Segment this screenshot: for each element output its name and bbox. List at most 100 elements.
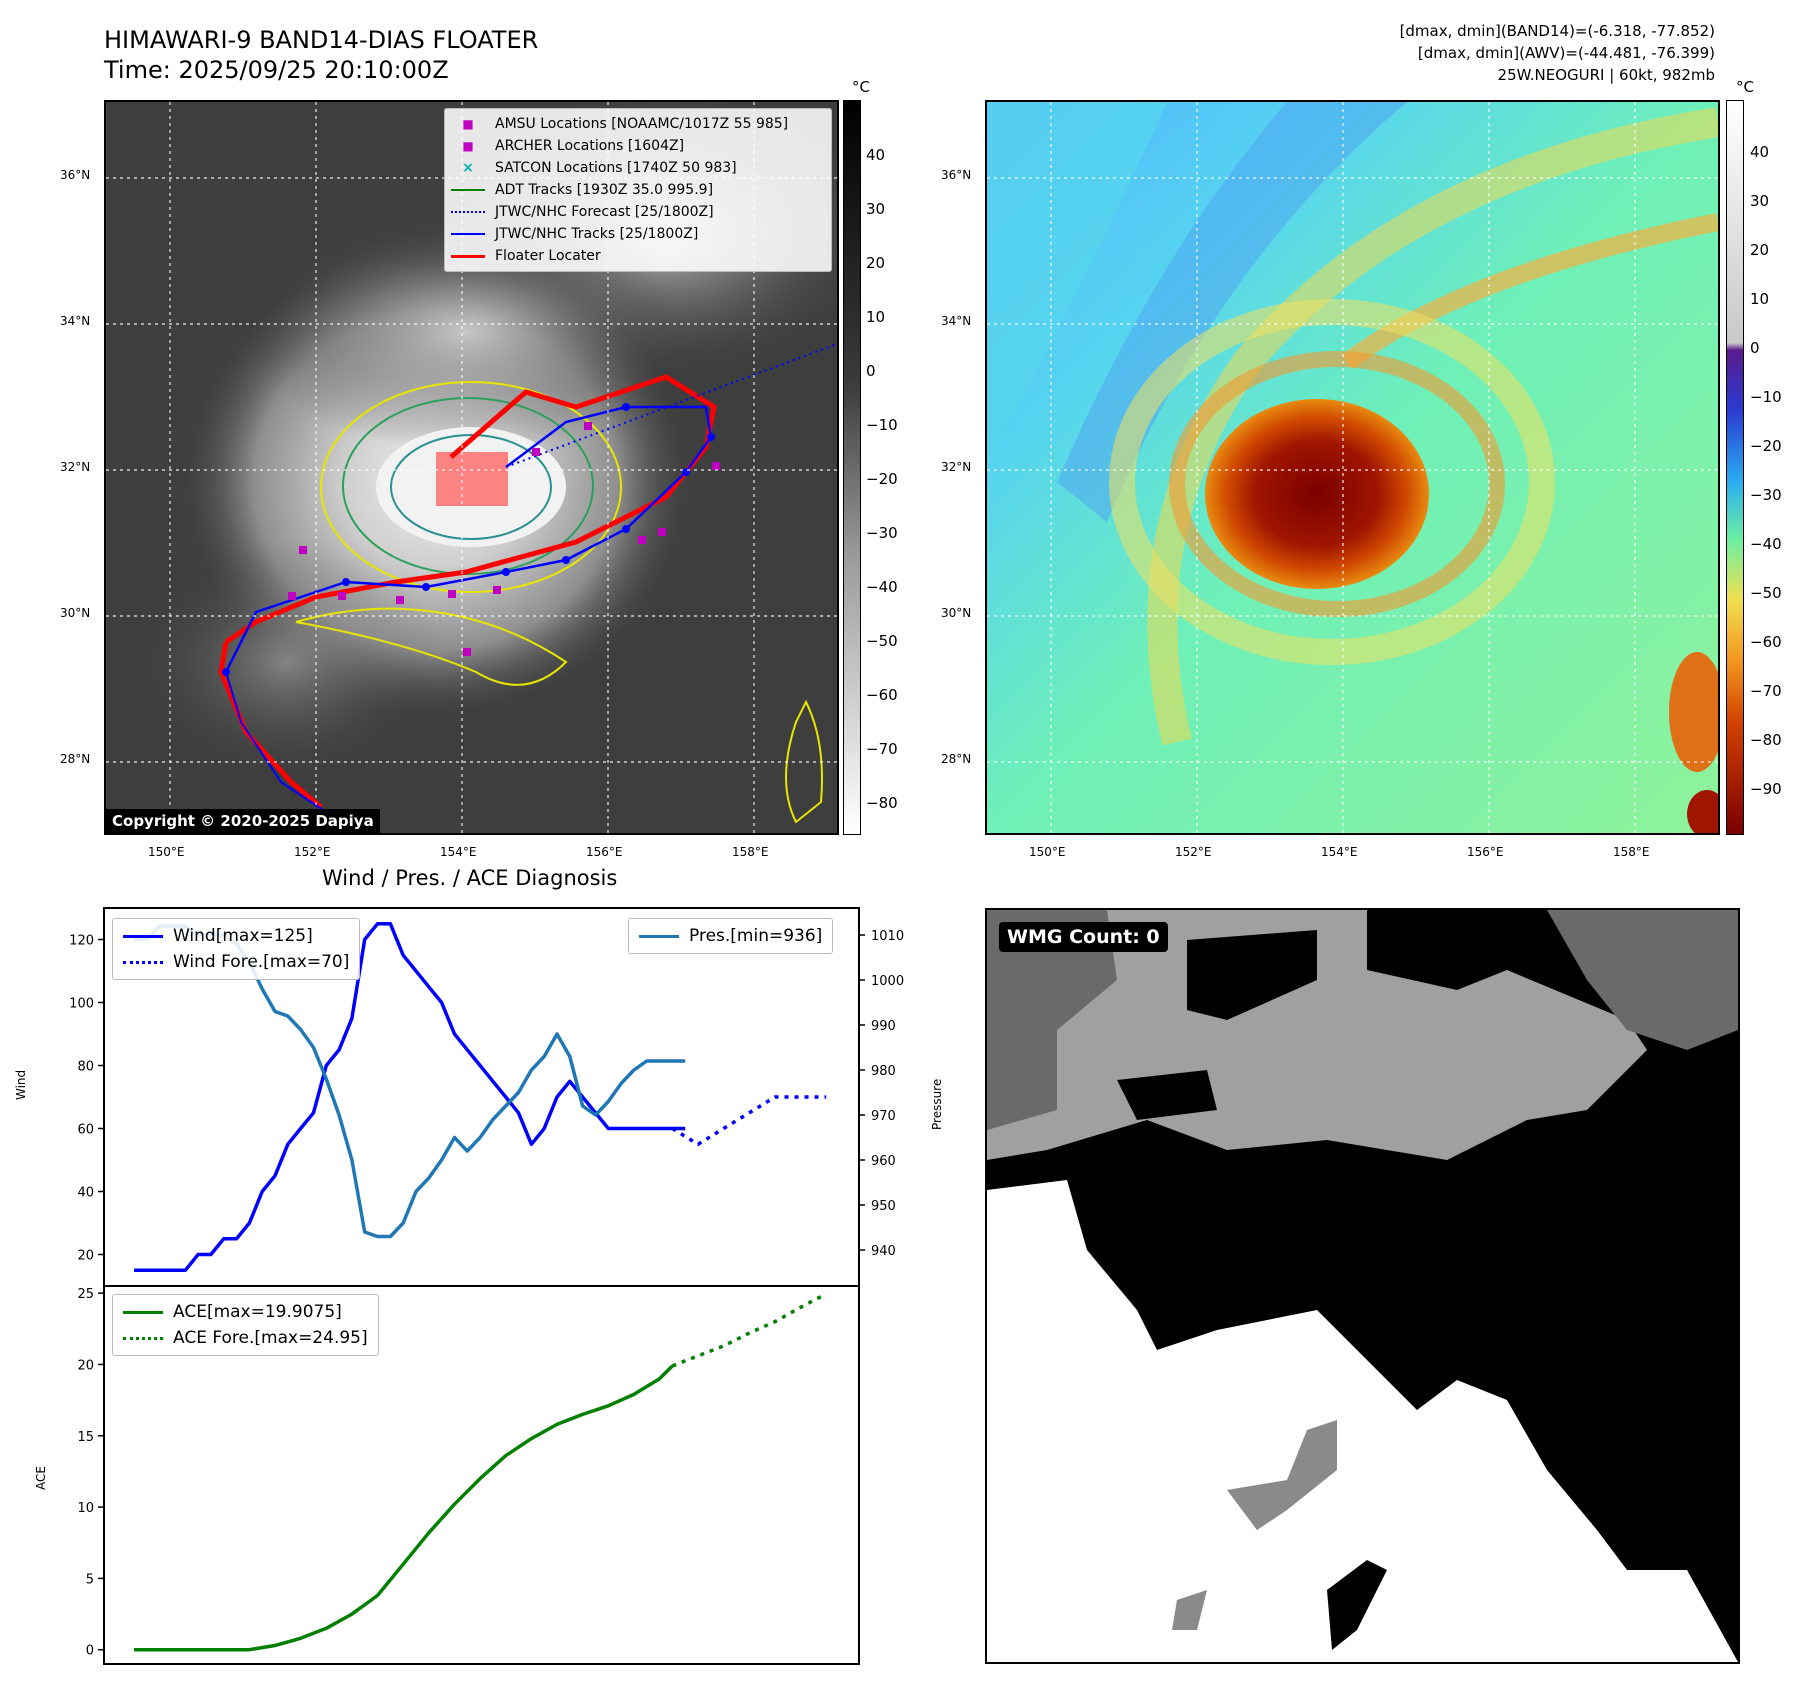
lon-tick: 156°E bbox=[586, 845, 623, 859]
legend-item-archer: ■ ARCHER Locations [1604Z] bbox=[445, 135, 831, 157]
legend-item-floater: Floater Locater bbox=[445, 245, 831, 267]
axis-tick-label: 40 bbox=[77, 1186, 94, 1201]
axis-tick-label: 20 bbox=[77, 1358, 94, 1373]
colorbar-gray-unit: °C bbox=[852, 78, 870, 96]
colorbar-tick: 40 bbox=[866, 146, 886, 164]
lat-tick: 34°N bbox=[60, 314, 91, 328]
colorbar-tick: 0 bbox=[866, 362, 876, 380]
lon-tick: 150°E bbox=[148, 845, 185, 859]
ace-legend: ACE[max=19.9075] ACE Fore.[max=24.95] bbox=[112, 1294, 379, 1356]
colorbar-tick: 20 bbox=[866, 254, 886, 272]
dotted-line-icon bbox=[123, 1336, 163, 1340]
colorbar-tick: −70 bbox=[866, 740, 898, 758]
axis-tick-label: 60 bbox=[77, 1123, 94, 1138]
series-line-wind-fore-max-70- bbox=[671, 1095, 827, 1147]
ace-frame bbox=[103, 1285, 860, 1665]
legend-item-amsu: ■ AMSU Locations [NOAAMC/1017Z 55 985] bbox=[445, 113, 831, 135]
dotted-line-icon bbox=[123, 960, 163, 964]
colorbar-tick: −20 bbox=[1750, 437, 1782, 455]
lat-tick: 30°N bbox=[941, 606, 972, 620]
wind-legend: Wind[max=125] Wind Fore.[max=70] bbox=[112, 918, 361, 980]
line-dot-icon bbox=[451, 233, 485, 235]
colorbar-tick: 30 bbox=[1750, 192, 1770, 210]
series-line-wind-max-125- bbox=[134, 922, 686, 1273]
colorbar-tick: −40 bbox=[866, 578, 898, 596]
legend-item-satcon: × SATCON Locations [1740Z 50 983] bbox=[445, 157, 831, 179]
map-gridlines bbox=[987, 102, 1718, 833]
legend-item-adt: ADT Tracks [1930Z 35.0 995.9] bbox=[445, 179, 831, 201]
lon-tick: 150°E bbox=[1029, 845, 1066, 859]
amsu-archer-points bbox=[288, 422, 720, 656]
x-marker-icon: × bbox=[462, 160, 474, 176]
axis-tick-label: 1000 bbox=[871, 974, 904, 989]
axis-tick-label: 950 bbox=[871, 1199, 896, 1214]
axis-tick-label: 980 bbox=[871, 1064, 896, 1079]
figure-title: HIMAWARI-9 BAND14-DIAS FLOATER bbox=[104, 26, 539, 54]
wmg-count-label: WMG Count: 0 bbox=[999, 922, 1168, 952]
lon-tick: 154°E bbox=[1321, 845, 1358, 859]
colorbar-tick: −30 bbox=[866, 524, 898, 542]
colorbar-tick: 20 bbox=[1750, 241, 1770, 259]
colorbar-tick: −90 bbox=[1750, 780, 1782, 798]
legend-item-wind: Wind[max=125] bbox=[117, 923, 355, 949]
legend-item-pressure: Pres.[min=936] bbox=[633, 923, 828, 949]
lat-tick: 32°N bbox=[60, 460, 91, 474]
lon-tick: 156°E bbox=[1467, 845, 1504, 859]
colorbar-gray bbox=[843, 100, 861, 835]
axis-tick-label: 970 bbox=[871, 1109, 896, 1124]
axis-tick-label: 1010 bbox=[871, 929, 904, 944]
lon-tick: 158°E bbox=[732, 845, 769, 859]
legend-item-jtwc-forecast: JTWC/NHC Forecast [25/1800Z] bbox=[445, 201, 831, 223]
solid-line-icon bbox=[451, 189, 485, 191]
lon-tick: 152°E bbox=[294, 845, 331, 859]
lon-tick: 152°E bbox=[1175, 845, 1212, 859]
colorbar-tick: −20 bbox=[866, 470, 898, 488]
lat-tick: 28°N bbox=[60, 752, 91, 766]
colorbar-color bbox=[1726, 100, 1744, 835]
axis-tick-label: 100 bbox=[69, 997, 94, 1012]
square-marker-icon: ■ bbox=[462, 117, 474, 131]
colorbar-tick: −60 bbox=[1750, 633, 1782, 651]
colorbar-tick: −50 bbox=[1750, 584, 1782, 602]
ir-grayscale-map: ■ AMSU Locations [NOAAMC/1017Z 55 985] ■… bbox=[104, 100, 839, 835]
colorbar-tick: −80 bbox=[866, 794, 898, 812]
dotted-line-icon bbox=[451, 211, 485, 213]
colorbar-tick: −60 bbox=[866, 686, 898, 704]
colorbar-tick: 40 bbox=[1750, 143, 1770, 161]
lat-tick: 32°N bbox=[941, 460, 972, 474]
series-line-ace-fore-max-24-95- bbox=[671, 1292, 828, 1368]
lat-tick: 28°N bbox=[941, 752, 972, 766]
series-line-ace-max-19-9075- bbox=[134, 1364, 674, 1652]
square-marker-icon: ■ bbox=[462, 139, 474, 153]
colorbar-tick: 30 bbox=[866, 200, 886, 218]
lon-tick: 154°E bbox=[440, 845, 477, 859]
legend-item-ace-forecast: ACE Fore.[max=24.95] bbox=[117, 1325, 374, 1351]
pressure-legend: Pres.[min=936] bbox=[628, 918, 834, 954]
colorbar-tick: −30 bbox=[1750, 486, 1782, 504]
axis-tick-label: 0 bbox=[86, 1644, 94, 1659]
color-map-graphic bbox=[987, 102, 1718, 833]
solid-line-icon bbox=[123, 1310, 163, 1314]
colorbar-tick: −50 bbox=[866, 632, 898, 650]
legend-item-jtwc-tracks: JTWC/NHC Tracks [25/1800Z] bbox=[445, 223, 831, 245]
axis-tick-label: 5 bbox=[86, 1572, 94, 1587]
axis-tick-label: 940 bbox=[871, 1244, 896, 1259]
colorbar-tick: −10 bbox=[866, 416, 898, 434]
lat-tick: 36°N bbox=[60, 168, 91, 182]
colorbar-tick: 0 bbox=[1750, 339, 1760, 357]
colorbar-tick: −10 bbox=[1750, 388, 1782, 406]
axis-tick-label: 25 bbox=[77, 1287, 94, 1302]
axis-tick-label: 80 bbox=[77, 1060, 94, 1075]
axis-tick-label: 120 bbox=[69, 934, 94, 949]
colorbar-tick: −70 bbox=[1750, 682, 1782, 700]
legend-item-ace: ACE[max=19.9075] bbox=[117, 1299, 374, 1325]
info-storm: 25W.NEOGURI | 60kt, 982mb bbox=[1497, 66, 1715, 84]
axis-tick-label: 20 bbox=[77, 1249, 94, 1264]
axis-tick-label: 990 bbox=[871, 1019, 896, 1034]
lat-tick: 34°N bbox=[941, 314, 972, 328]
colorbar-tick: −40 bbox=[1750, 535, 1782, 553]
wmg-panel: WMG Count: 0 bbox=[985, 908, 1740, 1664]
ir-color-map bbox=[985, 100, 1720, 835]
colorbar-tick: 10 bbox=[866, 308, 886, 326]
